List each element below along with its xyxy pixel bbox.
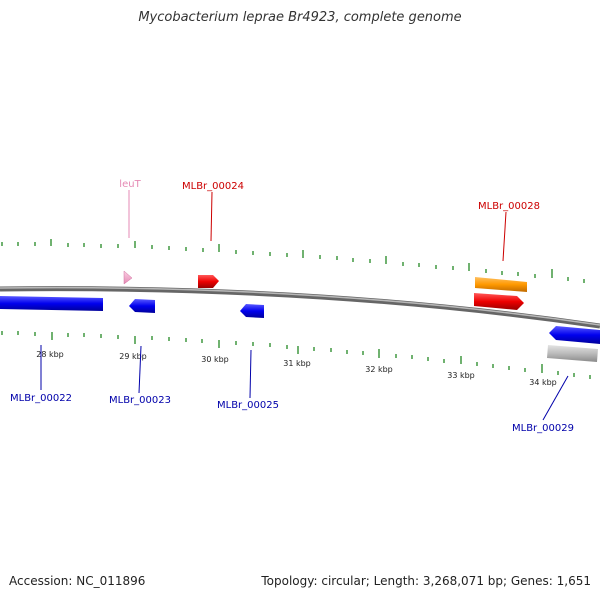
scale-label-31kbp: 31 kbp [283, 359, 311, 368]
upper-tick-track [1, 239, 585, 283]
lower-tick-track [1, 331, 591, 379]
label-MLBr_00029[interactable]: MLBr_00029 [512, 423, 574, 434]
gene-MLBr_00029-feature[interactable] [549, 326, 600, 344]
label-leuT[interactable]: leuT [119, 179, 141, 190]
scale-label-29kbp: 29 kbp [119, 352, 147, 361]
genome-stats-text: Topology: circular; Length: 3,268,071 bp… [261, 574, 591, 588]
gene-MLBr_00029-gray-feature[interactable] [547, 345, 598, 362]
gene-MLBr_00028-cds-feature[interactable] [474, 293, 524, 310]
scale-label-28kbp: 28 kbp [36, 350, 64, 359]
genome-backbone-highlight [0, 286, 600, 326]
label-leaders [40, 190, 569, 421]
label-MLBr_00025[interactable]: MLBr_00025 [217, 400, 279, 411]
gene-MLBr_00024-feature[interactable] [198, 275, 219, 288]
gene-MLBr_00025-feature[interactable] [240, 304, 264, 318]
scale-label-32kbp: 32 kbp [365, 365, 393, 374]
label-MLBr_00028[interactable]: MLBr_00028 [478, 201, 540, 212]
gene-MLBr_00022-feature[interactable] [0, 296, 103, 311]
accession-text: Accession: NC_011896 [9, 574, 146, 588]
genome-backbone [0, 286, 600, 329]
map-title: Mycobacterium leprae Br4923, complete ge… [138, 10, 462, 25]
label-MLBr_00022[interactable]: MLBr_00022 [10, 393, 72, 404]
label-MLBr_00023[interactable]: MLBr_00023 [109, 395, 171, 406]
gene-MLBr_00023-feature[interactable] [129, 299, 155, 313]
gene-leuT-feature[interactable] [123, 270, 133, 285]
scale-label-34kbp: 34 kbp [529, 378, 557, 387]
label-MLBr_00024[interactable]: MLBr_00024 [182, 181, 244, 192]
scale-label-30kbp: 30 kbp [201, 355, 229, 364]
scale-label-33kbp: 33 kbp [447, 371, 475, 380]
gene-MLBr_00028-feature[interactable] [475, 277, 527, 292]
